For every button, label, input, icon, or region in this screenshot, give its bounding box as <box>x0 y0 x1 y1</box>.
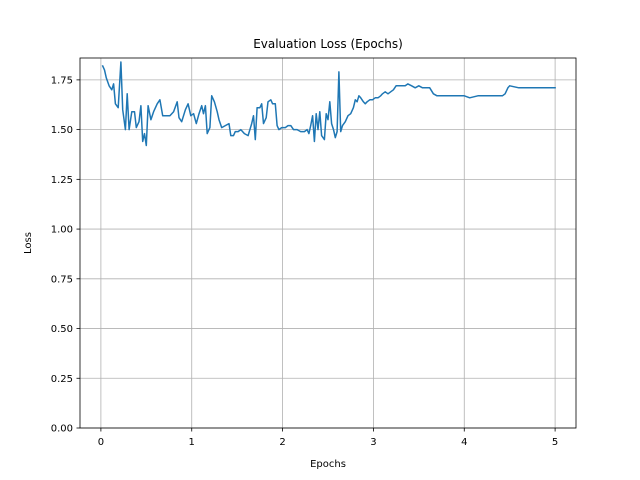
y-axis-ticks: 0.00 0.25 0.50 0.75 1.00 1.25 1.50 1.75 <box>51 75 80 435</box>
y-tick-label: 0.00 <box>51 424 73 435</box>
y-tick-label: 0.50 <box>51 324 73 335</box>
series-layer <box>101 61 556 147</box>
x-axis-ticks: 0 1 2 3 4 5 <box>98 428 558 448</box>
y-tick-label: 1.50 <box>51 125 73 136</box>
x-tick-label: 2 <box>279 437 285 448</box>
y-tick-label: 1.75 <box>51 75 73 86</box>
x-tick-label: 3 <box>370 437 376 448</box>
loss-line <box>101 61 556 147</box>
y-tick-label: 0.75 <box>51 274 73 285</box>
y-tick-label: 1.00 <box>51 225 73 236</box>
y-tick-label: 1.25 <box>51 175 73 186</box>
x-tick-label: 4 <box>461 437 467 448</box>
x-tick-label: 0 <box>98 437 104 448</box>
x-tick-label: 1 <box>189 437 195 448</box>
chart-title: Evaluation Loss (Epochs) <box>253 37 403 51</box>
y-tick-label: 0.25 <box>51 374 73 385</box>
x-tick-label: 5 <box>552 437 558 448</box>
plot-frame <box>79 57 577 429</box>
x-axis-title: Epochs <box>310 459 346 470</box>
y-axis-title: Loss <box>23 232 34 254</box>
